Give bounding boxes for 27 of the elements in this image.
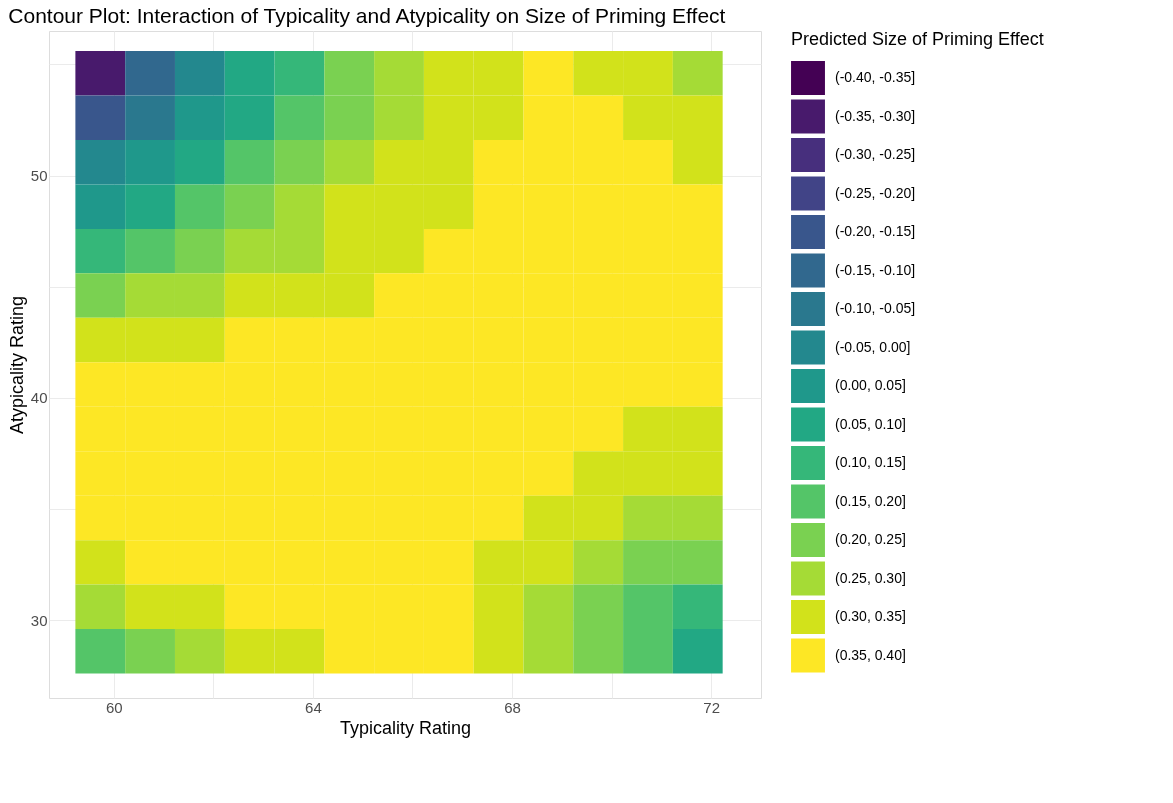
color-bar-label: (-0.05, 0.00] bbox=[835, 338, 911, 355]
x-tick-label: 60 bbox=[105, 698, 123, 716]
x-axis-title: Typicality Rating bbox=[339, 717, 472, 738]
color-bar-label: (0.25, 0.30] bbox=[835, 569, 906, 586]
color-bar-label: (0.15, 0.20] bbox=[835, 492, 906, 509]
color-bar-label: (-0.15, -0.10] bbox=[835, 261, 916, 278]
y-tick-label: 40 bbox=[30, 389, 48, 407]
color-bar-label: (0.20, 0.25] bbox=[835, 531, 906, 547]
color-bar-label: (0.00, 0.05] bbox=[835, 377, 906, 393]
y-axis-title: Atypicality Rating bbox=[6, 295, 27, 435]
color-bar-label: (-0.40, -0.35] bbox=[835, 69, 916, 85]
y-tick-label: 50 bbox=[30, 167, 48, 185]
color-bar-label: (-0.20, -0.15] bbox=[835, 223, 916, 239]
y-tick-label: 30 bbox=[30, 611, 48, 629]
legend-title: Predicted Size of Priming Effect bbox=[791, 29, 1044, 49]
color-bar-label: (-0.35, -0.30] bbox=[835, 107, 916, 124]
x-tick-label: 72 bbox=[703, 698, 721, 716]
x-tick-label: 64 bbox=[305, 698, 322, 716]
x-tick-label: 68 bbox=[504, 698, 521, 716]
color-bar-label: (-0.30, -0.25] bbox=[835, 146, 916, 162]
chart-title: Contour Plot: Interaction of Typicality and Atypicality on Size of Priming Effect bbox=[8, 4, 726, 27]
color-bar-label: (0.10, 0.15] bbox=[835, 454, 906, 470]
color-bar-label: (-0.10, -0.05] bbox=[835, 300, 916, 316]
color-bar-label: (-0.25, -0.20] bbox=[835, 184, 916, 201]
color-bar-label: (0.35, 0.40] bbox=[835, 646, 906, 663]
color-bar-label: (0.05, 0.10] bbox=[835, 415, 906, 432]
color-bar-label: (0.30, 0.35] bbox=[835, 608, 906, 624]
